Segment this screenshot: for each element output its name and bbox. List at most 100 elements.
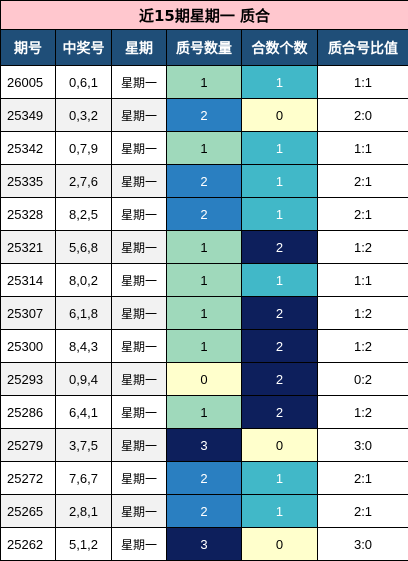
cell-weekday: 星期一 — [112, 66, 167, 99]
cell-ratio: 1:2 — [318, 396, 408, 429]
header-weekday: 星期 — [112, 30, 167, 66]
cell-issue: 25342 — [1, 132, 56, 165]
cell-weekday: 星期一 — [112, 297, 167, 330]
table-title: 近15期星期一 质合 — [1, 1, 408, 30]
cell-issue: 25272 — [1, 462, 56, 495]
cell-prime-count: 1 — [167, 132, 242, 165]
header-composite-count: 合数个数 — [242, 30, 318, 66]
cell-draw: 0,9,4 — [56, 363, 112, 396]
cell-issue: 25321 — [1, 231, 56, 264]
cell-prime-count: 1 — [167, 264, 242, 297]
cell-draw: 6,4,1 — [56, 396, 112, 429]
cell-issue: 25328 — [1, 198, 56, 231]
cell-issue: 25293 — [1, 363, 56, 396]
cell-weekday: 星期一 — [112, 429, 167, 462]
cell-composite-count: 0 — [242, 429, 318, 462]
cell-draw: 8,0,2 — [56, 264, 112, 297]
cell-prime-count: 1 — [167, 330, 242, 363]
cell-ratio: 2:1 — [318, 462, 408, 495]
cell-prime-count: 2 — [167, 198, 242, 231]
cell-ratio: 0:2 — [318, 363, 408, 396]
header-prime-count: 质号数量 — [167, 30, 242, 66]
header-row: 期号 中奖号 星期 质号数量 合数个数 质合号比值 — [1, 30, 408, 66]
cell-composite-count: 1 — [242, 165, 318, 198]
cell-weekday: 星期一 — [112, 363, 167, 396]
cell-weekday: 星期一 — [112, 330, 167, 363]
cell-ratio: 2:0 — [318, 99, 408, 132]
cell-issue: 25286 — [1, 396, 56, 429]
cell-prime-count: 2 — [167, 495, 242, 528]
cell-draw: 8,4,3 — [56, 330, 112, 363]
cell-composite-count: 1 — [242, 264, 318, 297]
cell-issue: 25335 — [1, 165, 56, 198]
cell-prime-count: 3 — [167, 528, 242, 561]
cell-weekday: 星期一 — [112, 132, 167, 165]
header-ratio: 质合号比值 — [318, 30, 408, 66]
cell-weekday: 星期一 — [112, 396, 167, 429]
cell-composite-count: 1 — [242, 66, 318, 99]
cell-draw: 7,6,7 — [56, 462, 112, 495]
cell-prime-count: 1 — [167, 231, 242, 264]
cell-ratio: 1:2 — [318, 330, 408, 363]
cell-draw: 0,7,9 — [56, 132, 112, 165]
cell-draw: 5,1,2 — [56, 528, 112, 561]
cell-ratio: 1:1 — [318, 132, 408, 165]
cell-weekday: 星期一 — [112, 165, 167, 198]
cell-issue: 25307 — [1, 297, 56, 330]
cell-ratio: 2:1 — [318, 198, 408, 231]
cell-ratio: 3:0 — [318, 429, 408, 462]
cell-weekday: 星期一 — [112, 198, 167, 231]
cell-prime-count: 2 — [167, 165, 242, 198]
cell-issue: 25265 — [1, 495, 56, 528]
cell-draw: 0,6,1 — [56, 66, 112, 99]
cell-prime-count: 2 — [167, 462, 242, 495]
cell-composite-count: 0 — [242, 528, 318, 561]
cell-prime-count: 3 — [167, 429, 242, 462]
cell-issue: 25262 — [1, 528, 56, 561]
cell-prime-count: 2 — [167, 99, 242, 132]
cell-draw: 5,6,8 — [56, 231, 112, 264]
cell-ratio: 1:1 — [318, 66, 408, 99]
cell-weekday: 星期一 — [112, 264, 167, 297]
cell-issue: 25300 — [1, 330, 56, 363]
cell-composite-count: 2 — [242, 330, 318, 363]
cell-composite-count: 1 — [242, 132, 318, 165]
cell-composite-count: 1 — [242, 198, 318, 231]
cell-ratio: 2:1 — [318, 495, 408, 528]
cell-composite-count: 1 — [242, 495, 318, 528]
cell-weekday: 星期一 — [112, 528, 167, 561]
cell-weekday: 星期一 — [112, 99, 167, 132]
cell-issue: 25349 — [1, 99, 56, 132]
cell-prime-count: 1 — [167, 297, 242, 330]
cell-draw: 0,3,2 — [56, 99, 112, 132]
cell-composite-count: 2 — [242, 297, 318, 330]
cell-ratio: 1:2 — [318, 297, 408, 330]
cell-prime-count: 1 — [167, 396, 242, 429]
cell-ratio: 2:1 — [318, 165, 408, 198]
cell-draw: 8,2,5 — [56, 198, 112, 231]
cell-weekday: 星期一 — [112, 231, 167, 264]
cell-ratio: 1:1 — [318, 264, 408, 297]
cell-composite-count: 2 — [242, 396, 318, 429]
cell-weekday: 星期一 — [112, 462, 167, 495]
cell-ratio: 3:0 — [318, 528, 408, 561]
cell-issue: 25314 — [1, 264, 56, 297]
cell-weekday: 星期一 — [112, 495, 167, 528]
cell-issue: 26005 — [1, 66, 56, 99]
cell-issue: 25279 — [1, 429, 56, 462]
cell-draw: 2,8,1 — [56, 495, 112, 528]
cell-composite-count: 0 — [242, 99, 318, 132]
